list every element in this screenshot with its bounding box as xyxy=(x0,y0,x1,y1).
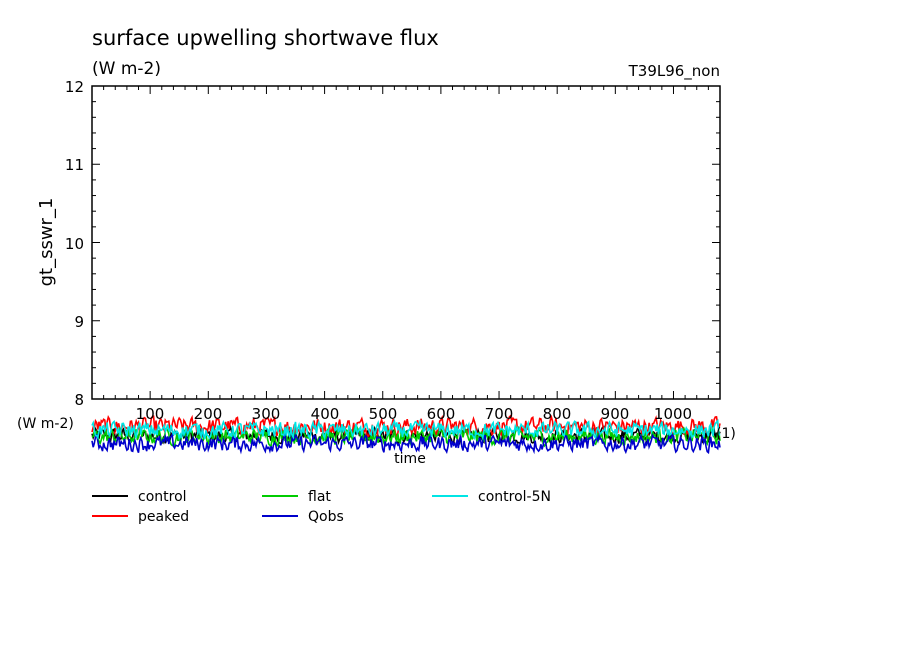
x-tick-label: 300 xyxy=(252,405,281,423)
legend-label-peaked: peaked xyxy=(138,509,189,525)
data-lines xyxy=(91,414,721,455)
legend-label-flat: flat xyxy=(308,489,331,505)
x-ticks xyxy=(103,86,709,399)
y-tick-label: 11 xyxy=(65,156,84,174)
run-label: T39L96_non xyxy=(628,62,720,81)
series-line-qobs xyxy=(91,432,721,455)
x-tick-label: 1000 xyxy=(654,405,692,423)
plot-frame xyxy=(91,85,721,400)
y-minor-ticks xyxy=(92,85,720,400)
legend-label-control: control xyxy=(138,489,187,505)
x-tick-label: 700 xyxy=(485,405,514,423)
x-unit-right: (1) xyxy=(716,426,736,442)
legend-label-control-5n: control-5N xyxy=(478,489,551,505)
x-tick-label: 900 xyxy=(601,405,630,423)
y-tick-label: 9 xyxy=(74,313,84,331)
x-axis-label: time xyxy=(394,451,426,467)
x-tick-label: 500 xyxy=(369,405,398,423)
x-unit-left: (W m-2) xyxy=(17,416,74,432)
y-axis-label: gt_sswr_1 xyxy=(36,198,57,287)
x-tick-label: 400 xyxy=(311,405,340,423)
x-tick-label: 200 xyxy=(194,405,223,423)
x-tick-label: 800 xyxy=(543,405,572,423)
chart-units: (W m-2) xyxy=(92,59,161,79)
x-tick-label: 100 xyxy=(136,405,165,423)
y-tick-label: 12 xyxy=(65,78,84,96)
series-line-control-5n xyxy=(91,418,721,441)
legend-label-qobs: Qobs xyxy=(308,509,344,525)
chart-title: surface upwelling shortwave flux xyxy=(92,26,439,50)
x-tick-label: 600 xyxy=(427,405,456,423)
y-tick-label: 8 xyxy=(74,391,84,409)
y-tick-label: 10 xyxy=(65,235,84,253)
